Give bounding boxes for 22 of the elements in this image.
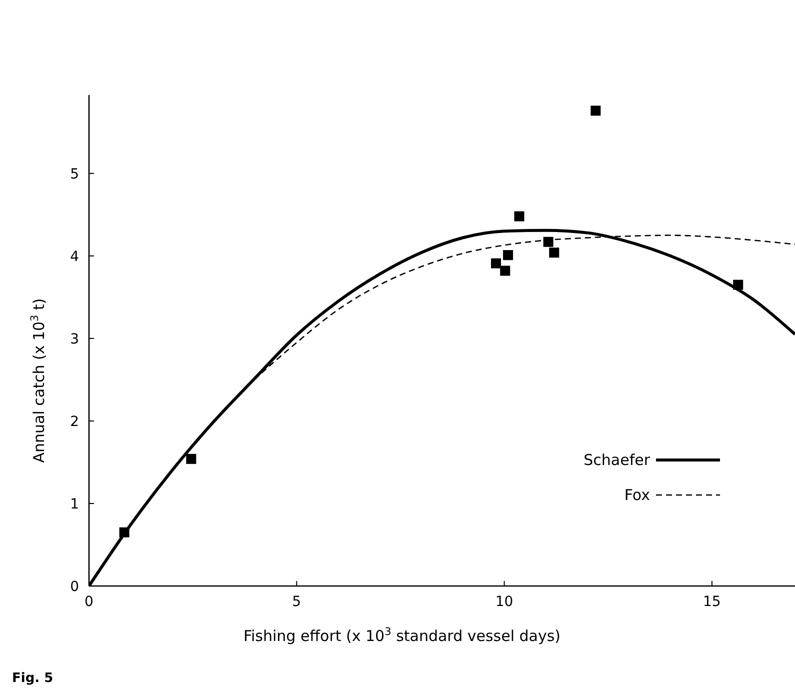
caption: Fig. 5 <box>12 671 54 686</box>
x-tick-label: 15 <box>703 594 721 610</box>
x-tick-label: 10 <box>495 594 514 610</box>
point <box>514 211 524 222</box>
point <box>503 250 514 260</box>
y-tick-label: 5 <box>70 166 79 182</box>
legend-label: Fox <box>624 486 650 504</box>
point <box>500 266 510 276</box>
point <box>490 258 501 268</box>
point <box>590 106 601 116</box>
y-tick-label: 3 <box>70 331 79 348</box>
point <box>186 454 196 464</box>
x-tick-label: 0 <box>84 594 94 610</box>
point <box>549 248 560 258</box>
legend-label: Schaefer <box>584 451 651 469</box>
x-tick-label: 5 <box>292 594 302 610</box>
y-tick-label: 1 <box>70 496 79 512</box>
y-tick-label: 0 <box>70 579 79 595</box>
point <box>543 236 554 247</box>
y-tick-label: 4 <box>70 248 80 265</box>
x-axis-title: Fishing effort (x 10$^{3}$ standard vessel days) <box>243 626 561 645</box>
y-tick-label: 2 <box>70 414 79 430</box>
